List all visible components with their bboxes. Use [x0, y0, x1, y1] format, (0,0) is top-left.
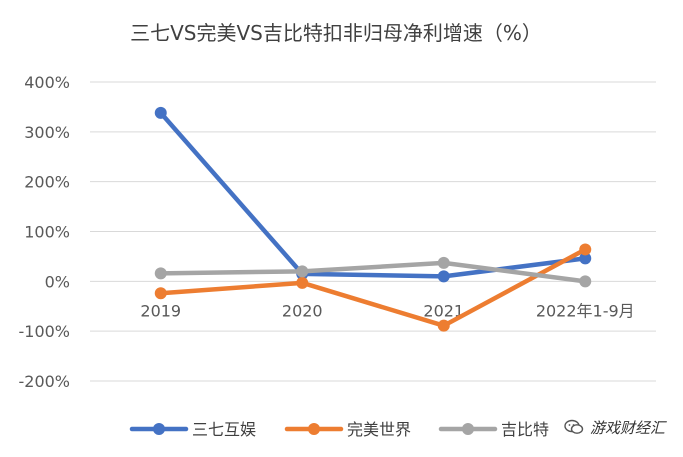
series-1: [154, 106, 592, 283]
y-tick-label: 300%: [24, 123, 70, 142]
series-line: [158, 247, 588, 328]
data-point: [154, 267, 167, 280]
series-group: [154, 106, 592, 332]
series-3: [154, 256, 592, 288]
data-point: [579, 252, 592, 265]
y-tick-label: 100%: [24, 223, 70, 242]
legend-label: 吉比特: [501, 420, 549, 439]
legend-label: 完美世界: [347, 420, 411, 439]
series-line: [158, 110, 588, 279]
x-tick-label: 2021: [423, 301, 464, 320]
watermark: 游戏财经汇: [560, 414, 672, 440]
x-tick-label: 2020: [282, 301, 323, 320]
legend-marker: [308, 423, 320, 435]
data-point: [437, 270, 450, 283]
series-2: [154, 243, 592, 332]
y-tick-label: 0%: [45, 272, 70, 291]
data-point: [154, 106, 167, 119]
legend-marker: [153, 423, 165, 435]
data-point: [579, 275, 592, 288]
data-point: [154, 287, 167, 300]
data-point: [296, 276, 309, 289]
y-tick-label: 400%: [24, 73, 70, 92]
legend-label: 三七互娱: [192, 420, 256, 439]
data-point: [296, 265, 309, 278]
y-tick-label: 200%: [24, 173, 70, 192]
data-point: [437, 256, 450, 269]
x-tick-label: 2022年1-9月: [536, 301, 635, 320]
legend-marker: [462, 423, 474, 435]
x-tick-label: 2019: [140, 301, 181, 320]
data-point: [437, 319, 450, 332]
gridlines: [90, 81, 656, 382]
data-point: [579, 243, 592, 256]
legend: 三七互娱 完美世界 吉比特: [129, 420, 549, 439]
series-line: [158, 260, 588, 284]
y-tick-label: -100%: [18, 322, 70, 341]
y-tick-label: -200%: [18, 372, 70, 391]
x-axis-ticks: 2019 2020 2021 2022年1-9月: [140, 301, 634, 320]
y-axis-ticks: 400% 300% 200% 100% 0% -100% -200%: [18, 73, 70, 391]
chart-title: 三七VS完美VS吉比特扣非归母净利增速（%）: [130, 21, 542, 45]
wechat-icon: [564, 419, 584, 434]
watermark-text: 游戏财经汇: [590, 418, 666, 437]
